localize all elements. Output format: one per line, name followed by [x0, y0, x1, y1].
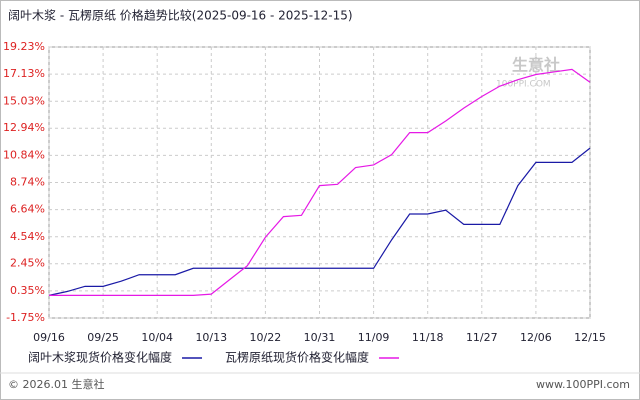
footer-right: www.100PPI.com: [536, 378, 630, 391]
x-tick-label: 12/15: [574, 331, 606, 344]
y-tick-label: 0.35%: [10, 284, 45, 297]
footer-left: © 2026.01 生意社: [8, 377, 104, 391]
x-tick-label: 10/31: [304, 331, 336, 344]
chart-title: 阔叶木浆 - 瓦楞原纸 价格趋势比较(2025-09-16 - 2025-12-…: [8, 8, 353, 23]
series-line: [49, 68, 591, 296]
y-tick-label: 17.13%: [3, 67, 45, 80]
legend-label: 阔叶木浆现货价格变化幅度: [28, 350, 172, 365]
x-tick-label: 09/25: [87, 331, 119, 344]
y-tick-label: 8.74%: [10, 176, 45, 189]
y-tick-label: 4.54%: [10, 230, 45, 243]
y-tick-label: 10.84%: [3, 148, 45, 161]
y-tick-label: 12.94%: [3, 121, 45, 134]
series-line: [48, 147, 591, 296]
x-tick-label: 11/09: [358, 331, 390, 344]
x-tick-label: 11/18: [412, 331, 444, 344]
x-tick-label: 10/13: [195, 331, 227, 344]
legend-label: 瓦楞原纸现货价格变化幅度: [225, 350, 369, 365]
x-tick-label: 11/27: [466, 331, 498, 344]
x-tick-label: 10/22: [250, 331, 282, 344]
x-tick-label: 10/04: [141, 331, 173, 344]
watermark: 100PPI.COM: [496, 80, 551, 90]
y-tick-label: 19.23%: [3, 40, 45, 53]
x-tick-label: 12/06: [520, 331, 552, 344]
y-tick-label: 6.64%: [10, 203, 45, 216]
y-tick-label: 15.03%: [3, 94, 45, 107]
x-tick-label: 09/16: [33, 331, 65, 344]
y-tick-label: 2.45%: [10, 257, 45, 270]
y-tick-label: -1.75%: [6, 311, 45, 324]
